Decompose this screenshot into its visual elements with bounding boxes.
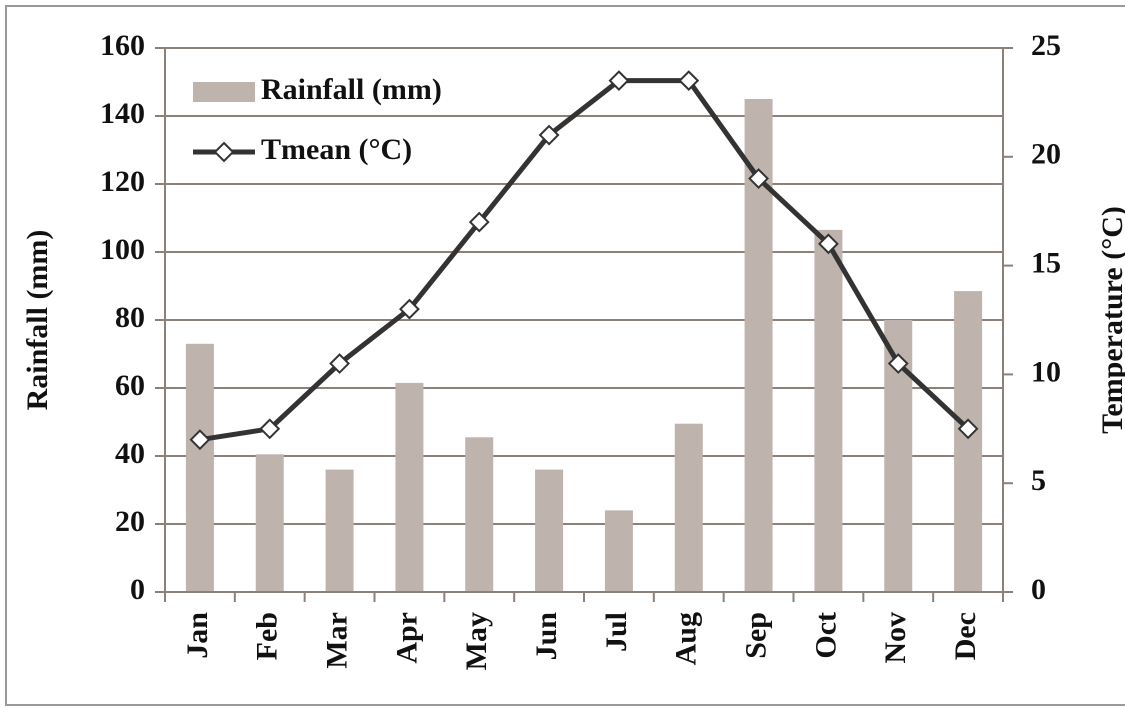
chart-frame — [5, 5, 1125, 706]
marker — [748, 168, 769, 189]
bar — [395, 382, 424, 592]
y-tick-label: 0 — [130, 573, 145, 606]
bar — [465, 437, 494, 592]
y-tick-label: 60 — [115, 369, 145, 402]
y-tick-label: 160 — [100, 29, 145, 62]
legend-label: Tmean (°C) — [261, 133, 412, 166]
bar — [535, 469, 564, 592]
marker — [608, 70, 630, 92]
marker — [468, 211, 490, 233]
bar — [814, 229, 843, 592]
y-tick-label: 120 — [100, 165, 145, 198]
marker — [678, 70, 700, 92]
y-tick-label: 140 — [100, 97, 145, 130]
y2-tick-label: 25 — [1031, 29, 1061, 62]
x-tick-label: Jan — [181, 612, 214, 659]
bar — [604, 510, 633, 592]
bar — [185, 343, 214, 592]
marker — [259, 418, 281, 440]
marker — [329, 353, 350, 374]
y-tick-label: 20 — [115, 505, 145, 538]
x-tick-label: Aug — [670, 612, 703, 665]
marker — [957, 418, 979, 440]
y-tick-label: 80 — [115, 301, 145, 334]
y2-tick-label: 5 — [1031, 464, 1046, 497]
bar — [674, 423, 703, 592]
line — [199, 78, 970, 443]
x-tick-label: Dec — [949, 612, 982, 660]
legend-label: Rainfall (mm) — [261, 73, 442, 106]
bar — [954, 291, 983, 592]
y2-tick-label: 10 — [1031, 355, 1061, 388]
x-tick-label: May — [460, 612, 493, 670]
y-axis-title: Rainfall (mm) — [21, 230, 54, 411]
x-tick-label: Nov — [879, 612, 912, 664]
x-tick-label: Sep — [739, 612, 772, 659]
x-tick-label: Oct — [809, 612, 842, 659]
y-tick-label: 40 — [115, 437, 145, 470]
bar — [325, 469, 354, 592]
y2-tick-label: 0 — [1031, 573, 1046, 606]
legend-marker — [213, 141, 235, 163]
marker — [887, 353, 909, 374]
marker — [399, 298, 420, 320]
x-tick-label: Jul — [600, 612, 633, 652]
y-tick-label: 100 — [100, 233, 145, 266]
y2-tick-label: 15 — [1031, 246, 1061, 279]
x-tick-label: Apr — [390, 612, 423, 664]
x-tick-label: Feb — [251, 612, 284, 660]
y2-axis-title: Temperature (°C) — [1096, 206, 1125, 434]
marker — [818, 233, 839, 255]
legend-swatch — [193, 82, 255, 102]
x-tick-label: Mar — [320, 612, 353, 669]
x-tick-label: Jun — [530, 612, 563, 661]
marker — [538, 124, 560, 146]
y2-tick-label: 20 — [1031, 138, 1061, 171]
marker — [189, 429, 211, 451]
bar — [255, 454, 284, 592]
